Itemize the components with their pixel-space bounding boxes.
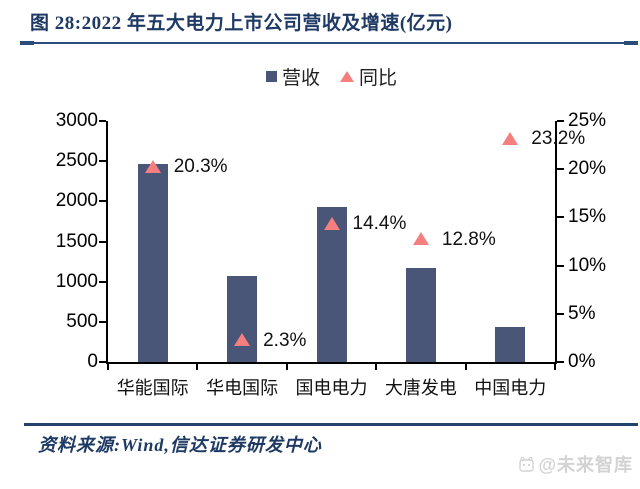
- yoy-label-4: 23.2%: [531, 128, 586, 150]
- left-axis-tick-label-4: 2000: [55, 190, 98, 212]
- right-axis-tick-label-0: 0%: [568, 351, 596, 372]
- right-axis-tick-label-3: 15%: [568, 206, 607, 228]
- x-axis-tick-mark-2: [285, 364, 288, 370]
- yoy-label-1: 2.3%: [263, 329, 307, 351]
- x-tick-label-2: 国电电力: [295, 378, 368, 398]
- left-axis-tick-mark-2: [99, 280, 106, 283]
- right-axis-tick-mark-4: [557, 168, 564, 171]
- watermark-text: @未来智库: [538, 455, 633, 475]
- yoy-triangle-swatch-icon: [340, 70, 354, 82]
- left-axis-tick-mark-1: [99, 320, 106, 323]
- right-axis-tick-label-5: 25%: [568, 110, 607, 131]
- legend-item-revenue: 营收: [265, 63, 320, 90]
- x-tick-label-0: 华能国际: [116, 378, 189, 398]
- legend-label-yoy: 同比: [359, 67, 398, 89]
- yoy-marker-1: [234, 333, 251, 347]
- yoy-marker-0: [144, 159, 161, 173]
- right-axis-tick-label-1: 5%: [568, 302, 596, 324]
- title-divider-right-cap: [624, 41, 638, 45]
- left-axis-tick-mark-4: [99, 200, 106, 203]
- x-axis-tick-mark-1: [196, 364, 199, 370]
- x-axis-tick-mark-5: [554, 364, 556, 370]
- yoy-marker-2: [323, 216, 340, 230]
- right-axis-tick-mark-2: [557, 264, 564, 267]
- x-axis-tick-mark-3: [375, 364, 378, 370]
- right-axis-tick-mark-0: [557, 361, 564, 363]
- right-axis-tick-mark-5: [557, 120, 564, 122]
- revenue-bar-3: [405, 268, 436, 362]
- chart-legend: 营收 同比: [108, 63, 555, 89]
- left-axis-tick-label-2: 1000: [55, 270, 98, 292]
- yoy-marker-3: [412, 232, 429, 246]
- left-axis-tick-label-3: 1500: [55, 230, 98, 252]
- title-divider: [20, 41, 638, 45]
- source-note: 资料来源:Wind,信达证券研发中心: [38, 435, 322, 455]
- revenue-bar-2: [316, 207, 347, 362]
- x-tick-label-1: 华电国际: [206, 378, 279, 398]
- revenue-square-swatch-icon: [265, 70, 277, 82]
- right-axis-tick-label-2: 10%: [568, 254, 607, 276]
- legend-label-revenue: 营收: [281, 67, 320, 89]
- title-divider-left-cap: [20, 41, 34, 45]
- x-axis-tick-mark-0: [107, 364, 109, 370]
- figure-title: 图 28:2022 年五大电力上市公司营收及增速(亿元): [30, 13, 453, 34]
- left-axis-tick-label-0: 0: [87, 351, 98, 372]
- left-axis-tick-mark-3: [99, 240, 106, 243]
- right-axis-tick-mark-3: [557, 216, 564, 219]
- revenue-bar-4: [495, 326, 526, 362]
- left-axis-tick-mark-0: [99, 361, 106, 363]
- plot-area: [106, 121, 557, 364]
- yoy-marker-4: [502, 131, 519, 145]
- revenue-bar-0: [137, 163, 168, 362]
- yoy-label-0: 20.3%: [173, 156, 228, 178]
- left-axis-tick-label-6: 3000: [55, 110, 98, 131]
- x-tick-label-3: 大唐发电: [384, 378, 457, 398]
- left-axis-tick-mark-5: [99, 160, 106, 163]
- left-axis-tick-label-1: 500: [66, 310, 98, 332]
- left-axis-tick-mark-6: [99, 120, 106, 122]
- x-tick-label-4: 中国电力: [474, 378, 547, 398]
- left-axis-tick-label-5: 2500: [55, 150, 98, 172]
- yoy-label-3: 12.8%: [441, 228, 496, 250]
- right-axis-tick-mark-1: [557, 312, 564, 315]
- legend-item-yoy: 同比: [340, 63, 397, 90]
- watermark: @未来智库: [518, 451, 633, 477]
- yoy-label-2: 14.4%: [352, 213, 407, 235]
- footer-divider: [24, 423, 638, 426]
- x-axis-tick-mark-4: [464, 364, 467, 370]
- revenue-bar-1: [227, 276, 258, 362]
- weilai-zhiku-logo-icon: [519, 456, 535, 472]
- right-axis-tick-label-4: 20%: [568, 158, 607, 180]
